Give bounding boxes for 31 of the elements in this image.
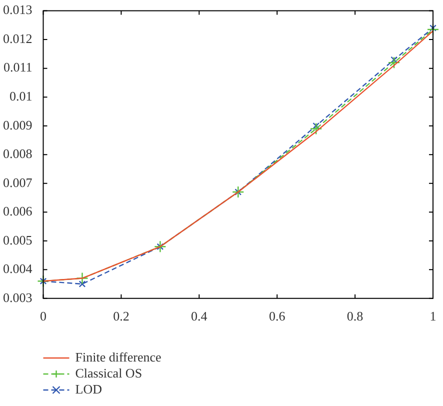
point: [310, 122, 322, 135]
legend-label: Classical OS: [75, 365, 142, 380]
y-tick-label: 0.013: [3, 2, 32, 18]
point: [156, 243, 164, 250]
x-tick-label: 0: [40, 308, 46, 324]
y-tick-label: 0.004: [3, 261, 33, 276]
point: [388, 56, 400, 69]
point: [312, 122, 320, 130]
point: [430, 24, 436, 32]
x-tick-label: 0.8: [346, 308, 364, 324]
point: [232, 186, 244, 198]
y-tick-label: 0.01: [10, 88, 32, 104]
y-tick-label: 0.003: [3, 290, 32, 305]
point: [76, 272, 88, 284]
y-tick-label: 0.005: [3, 232, 32, 248]
y-tick-label: 0.009: [3, 117, 32, 132]
y-tick-label: 0.011: [3, 60, 32, 75]
y-tick-label: 0.007: [3, 174, 33, 190]
legend-label: LOD: [75, 381, 102, 396]
x-tick-label: 0.4: [191, 308, 208, 324]
x-tick-label: 1: [430, 308, 436, 324]
point: [154, 240, 166, 253]
point: [40, 278, 47, 285]
y-tick-label: 0.008: [3, 146, 32, 162]
legend-label: Finite difference: [75, 349, 162, 364]
point: [78, 280, 86, 288]
x-tick-label: 0.6: [268, 308, 286, 324]
point: [234, 188, 242, 196]
x-tick-label: 0.2: [113, 308, 130, 324]
y-tick-label: 0.006: [3, 204, 33, 219]
y-tick-label: 0.012: [3, 30, 32, 46]
